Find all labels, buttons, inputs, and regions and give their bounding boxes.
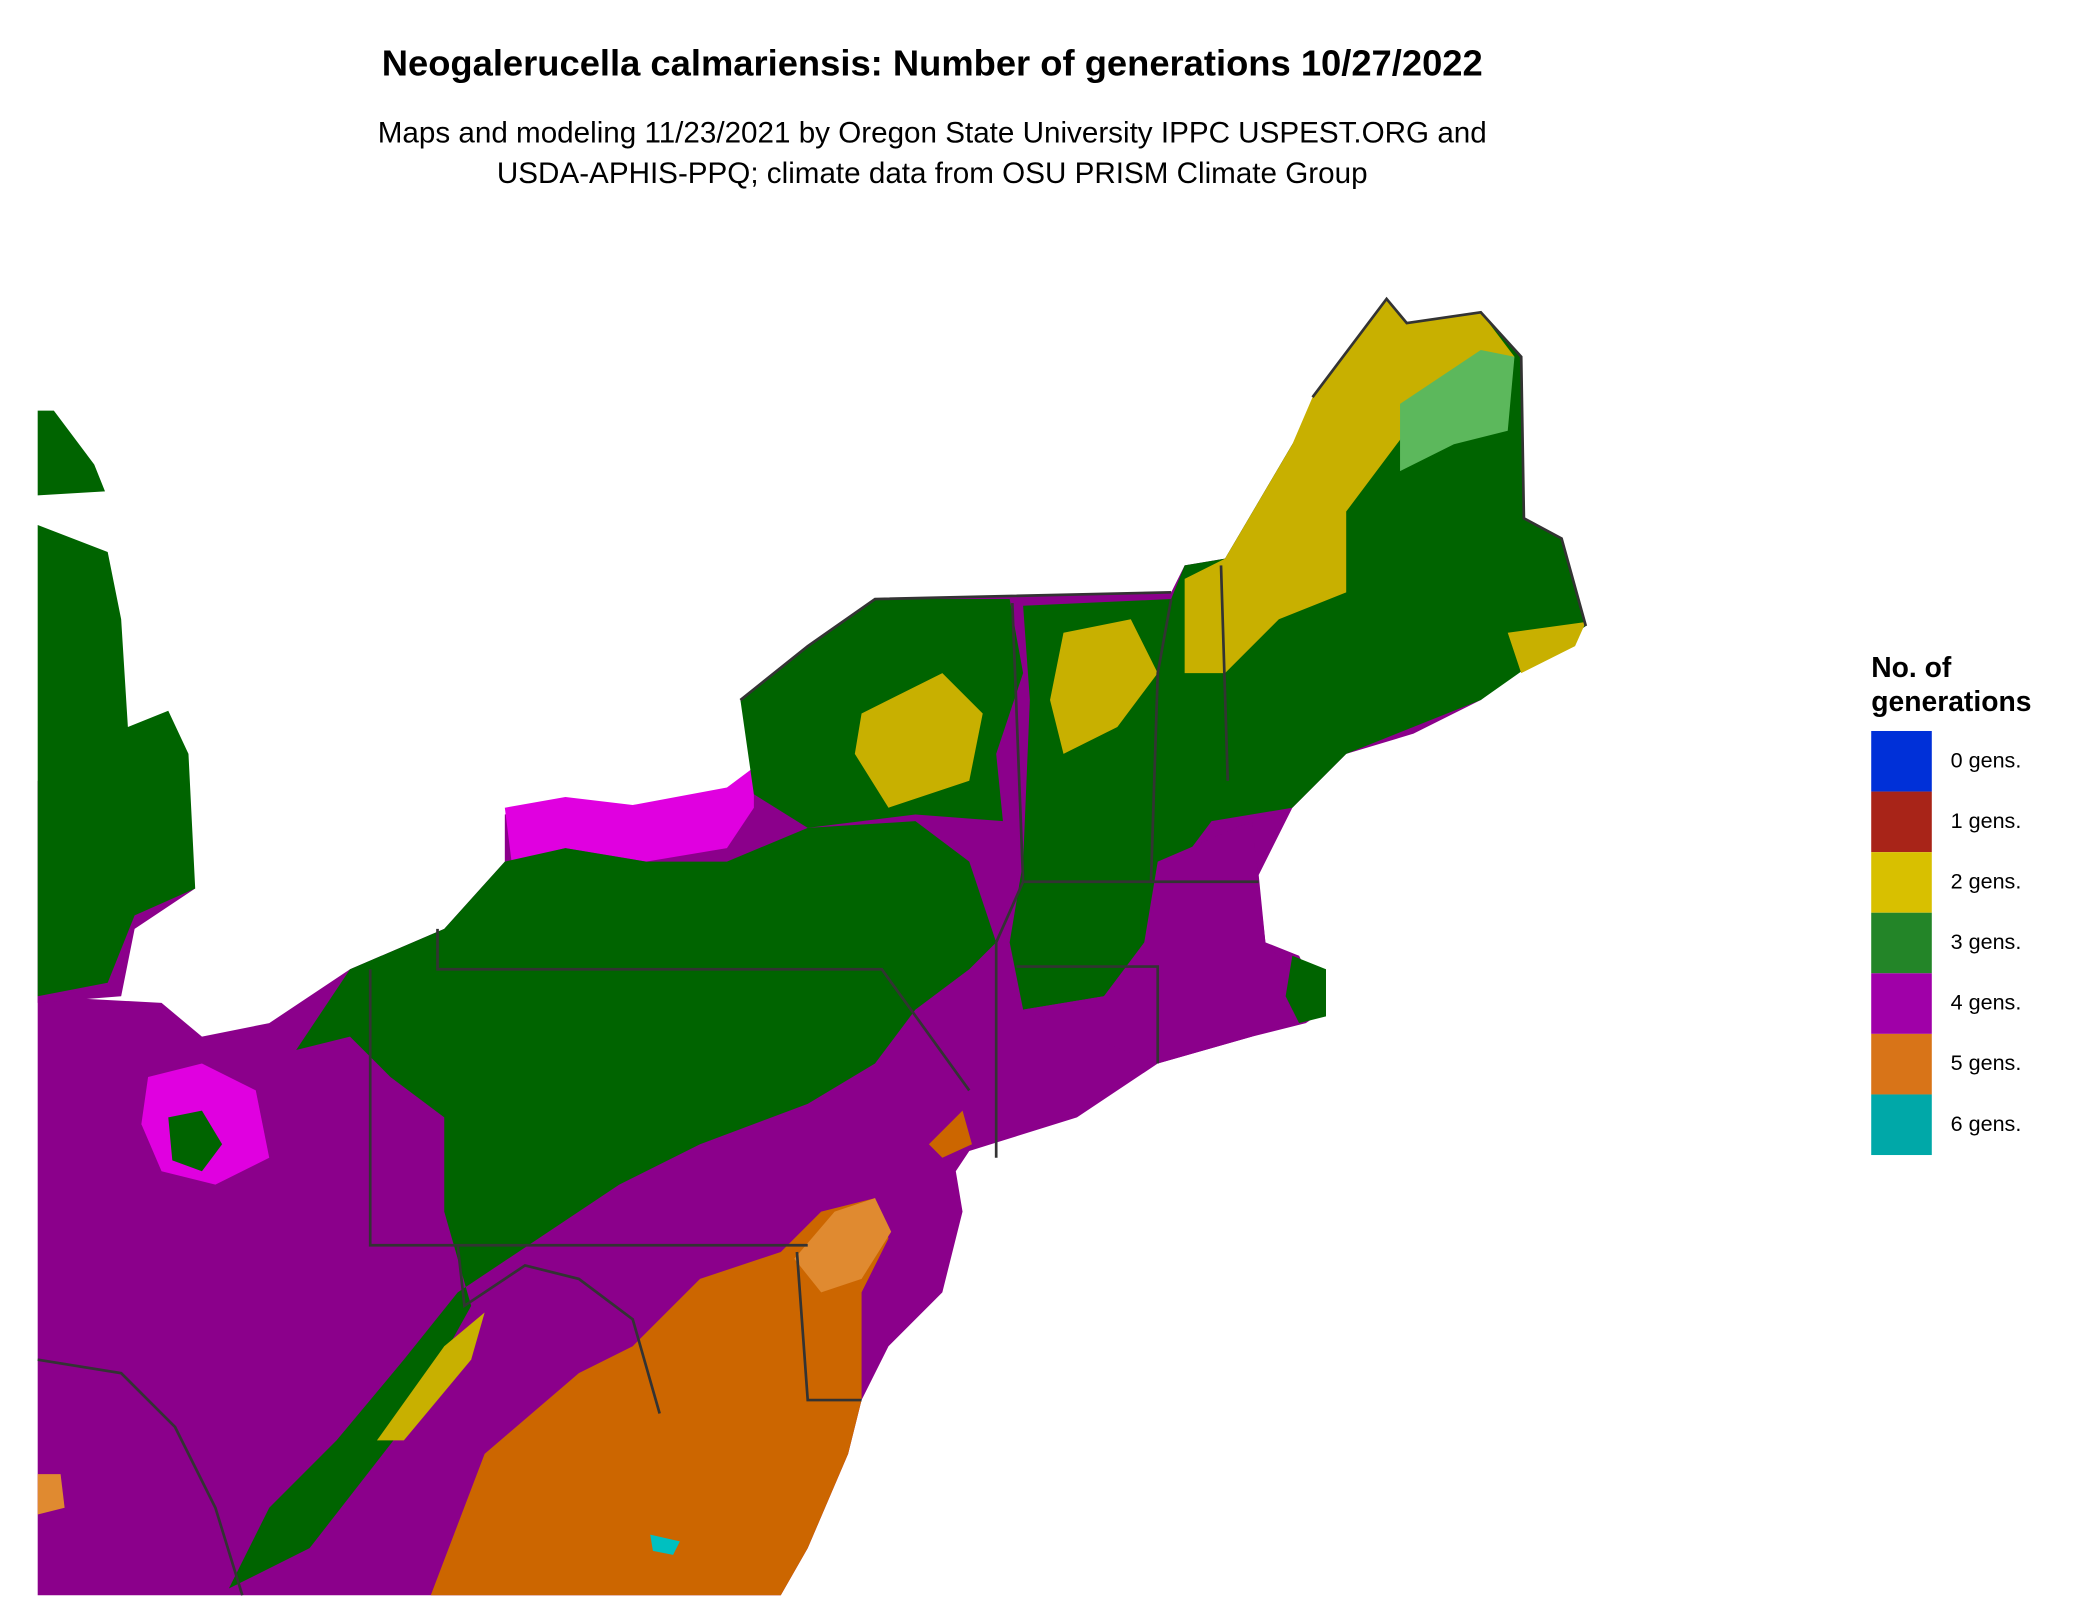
region-4-gens-high-lakeshore bbox=[504, 767, 754, 862]
border-pa-west bbox=[368, 969, 808, 1247]
region-5-gens-chesapeake bbox=[430, 1198, 889, 1596]
region-3-gens-upper-michigan bbox=[37, 525, 196, 997]
border-ct-ri bbox=[1016, 965, 1160, 1064]
legend-label: 1 gens. bbox=[1950, 809, 2022, 833]
legend-item: 5 gens. bbox=[1871, 1033, 2031, 1095]
border-wv-md bbox=[456, 1245, 661, 1414]
border-ny-north bbox=[739, 590, 1172, 702]
legend-item: 0 gens. bbox=[1871, 730, 2031, 792]
region-3-gens-cape-cod bbox=[1285, 955, 1327, 1024]
region-5-gens-nyc bbox=[928, 1110, 972, 1158]
map-title: Neogalerucella calmariensis: Number of g… bbox=[381, 43, 1483, 84]
state-boundaries bbox=[37, 296, 1588, 1596]
map-subtitle-line-2: USDA-APHIS-PPQ; climate data from OSU PR… bbox=[496, 156, 1368, 190]
region-5-gens-light-edge bbox=[794, 1198, 892, 1293]
border-vt-nh bbox=[1149, 598, 1173, 882]
legend-label: 3 gens. bbox=[1950, 930, 2022, 954]
border-de-md bbox=[795, 1251, 862, 1402]
border-ny-vt-ma bbox=[994, 603, 1025, 1158]
legend-item: 6 gens. bbox=[1871, 1094, 2031, 1156]
legend-swatch bbox=[1871, 791, 1932, 853]
legend-swatch bbox=[1871, 730, 1932, 792]
border-nh-me bbox=[1219, 565, 1230, 781]
legend-title-line-1: No. of bbox=[1871, 652, 1952, 684]
legend-title-line-2: generations bbox=[1871, 686, 2032, 718]
legend-label: 0 gens. bbox=[1950, 749, 2022, 773]
border-ohio-wv bbox=[37, 1358, 244, 1596]
legend-item: 3 gens. bbox=[1871, 912, 2031, 974]
legend-swatch bbox=[1871, 912, 1932, 974]
legend-swatch bbox=[1871, 852, 1932, 913]
region-6-gens-patch bbox=[650, 1534, 680, 1555]
legend-swatch bbox=[1871, 973, 1932, 1034]
legend-label: 5 gens. bbox=[1950, 1052, 2022, 1075]
legend-swatch bbox=[1871, 1033, 1932, 1095]
legend: No. of generations 0 gens. 1 gens. 2 gens.… bbox=[1871, 652, 2032, 1156]
legend-label: 2 gens. bbox=[1950, 870, 2022, 894]
region-2-gens-maine-coast bbox=[1507, 621, 1586, 674]
legend-swatch bbox=[1871, 1094, 1932, 1156]
region-2-gens-green-mtns bbox=[1050, 619, 1158, 754]
legend-item: 2 gens. bbox=[1871, 852, 2031, 913]
region-2-gens-adirondacks bbox=[854, 673, 983, 808]
legend-item: 4 gens. bbox=[1871, 973, 2031, 1034]
region-3-gens-light-maine bbox=[1400, 350, 1515, 472]
region-2-gens-appalachian bbox=[376, 1312, 485, 1441]
legend-label: 6 gens. bbox=[1950, 1112, 2022, 1136]
region-5-gens-west-patch bbox=[37, 1474, 65, 1515]
legend-item: 1 gens. bbox=[1871, 791, 2031, 853]
border-ny-pa bbox=[436, 928, 971, 1092]
legend-label: 4 gens. bbox=[1950, 991, 2022, 1015]
region-3-gens-top-left bbox=[37, 410, 106, 496]
map-subtitle-line-1: Maps and modeling 11/23/2021 by Oregon S… bbox=[377, 115, 1487, 150]
region-3-gens-ohio-patch bbox=[168, 1110, 223, 1172]
border-maine bbox=[1311, 296, 1588, 627]
